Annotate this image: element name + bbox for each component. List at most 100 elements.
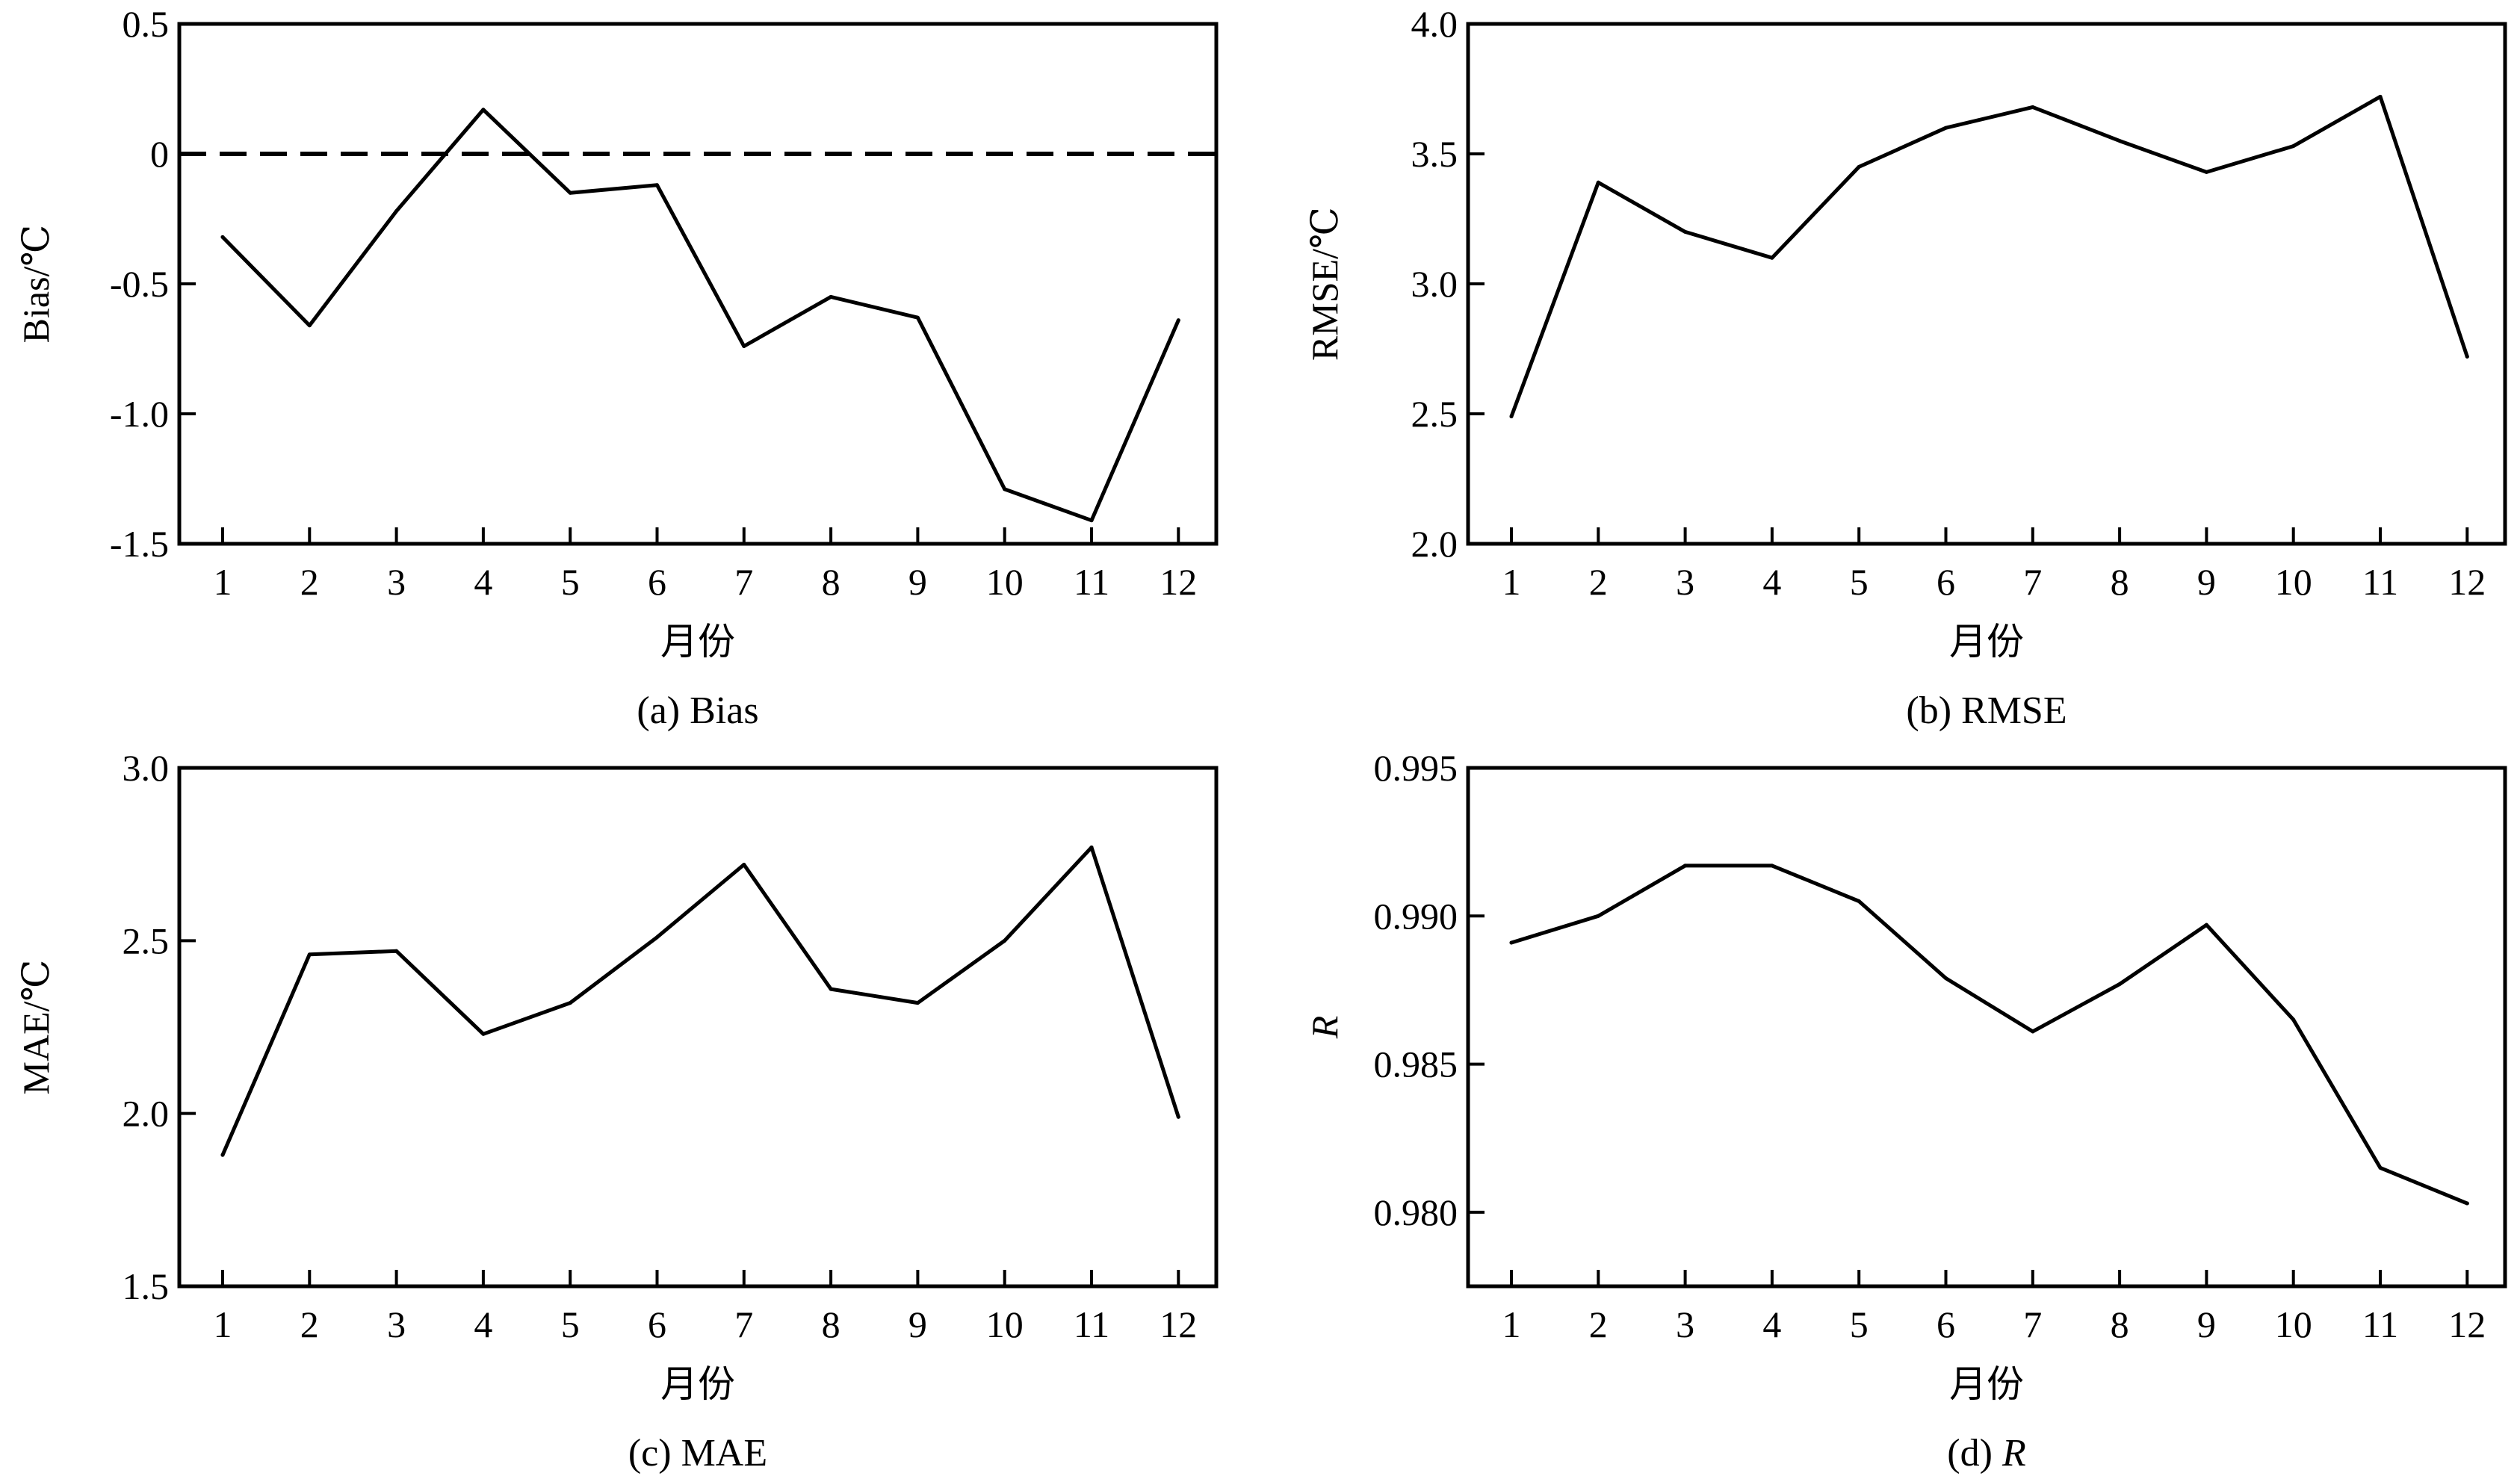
x-tick-label: 6 — [648, 561, 666, 603]
data-point — [2204, 923, 2208, 927]
x-tick-label: 12 — [1160, 561, 1197, 603]
data-point — [2031, 1029, 2035, 1034]
y-axis-title: MAE/℃ — [15, 960, 57, 1095]
y-tick-label: 1.5 — [123, 1265, 170, 1307]
y-tick-label: 2.0 — [1411, 523, 1458, 565]
data-point — [2031, 105, 2035, 109]
data-point — [481, 1032, 486, 1036]
x-tick-label: 3 — [1676, 561, 1694, 603]
x-tick-label: 11 — [1074, 1303, 1109, 1345]
y-tick-label: 4.0 — [1411, 3, 1458, 45]
x-tick-label: 5 — [561, 1303, 580, 1345]
x-tick-label: 10 — [2275, 1303, 2312, 1345]
x-tick-label: 4 — [1762, 1303, 1781, 1345]
data-point — [1089, 845, 1094, 849]
x-tick-label: 3 — [387, 1303, 406, 1345]
x-tick-label: 1 — [1502, 561, 1521, 603]
x-tick-label: 2 — [300, 1303, 319, 1345]
plot-frame — [177, 22, 1219, 546]
data-point — [915, 1001, 920, 1005]
data-point — [2378, 1165, 2383, 1170]
x-tick-label: 9 — [908, 1303, 927, 1345]
data-point — [568, 190, 572, 195]
x-tick-label: 12 — [2448, 561, 2486, 603]
series-line — [220, 108, 1180, 523]
data-point — [394, 949, 399, 953]
x-tick-label: 5 — [561, 561, 580, 603]
y-axis-title: RMSE/℃ — [1304, 207, 1346, 361]
x-tick-label: 9 — [908, 561, 927, 603]
x-tick-label: 3 — [387, 561, 406, 603]
data-point — [220, 235, 225, 239]
x-tick-label: 3 — [1676, 1303, 1694, 1345]
x-tick-label: 11 — [2362, 1303, 2398, 1345]
y-tick-label: 0.995 — [1374, 747, 1458, 789]
data-point — [1857, 164, 1861, 169]
x-tick-label: 2 — [300, 561, 319, 603]
y-tick-label: 2.5 — [123, 920, 170, 961]
series-line — [1509, 94, 2469, 418]
data-point — [2117, 982, 2122, 986]
data-point — [1596, 180, 1600, 185]
plot-frame — [1466, 766, 2507, 1289]
x-tick-label: 1 — [214, 1303, 232, 1345]
x-tick-label: 8 — [822, 1303, 840, 1345]
x-tick-label: 7 — [734, 1303, 753, 1345]
x-tick-label: 4 — [1762, 561, 1781, 603]
y-tick-label: -0.5 — [110, 263, 169, 305]
data-point — [220, 1153, 225, 1157]
data-point — [1003, 487, 1007, 492]
data-point — [2465, 354, 2469, 359]
x-tick-label: 7 — [2023, 561, 2042, 603]
y-axis-title: R — [1304, 1016, 1346, 1040]
y-tick-label: 0 — [150, 133, 169, 175]
x-tick-label: 8 — [2111, 1303, 2129, 1345]
data-point — [742, 344, 746, 349]
x-tick-label: 1 — [1502, 1303, 1521, 1345]
data-point — [394, 209, 399, 214]
data-point — [1944, 976, 1948, 981]
x-tick-label: 6 — [1937, 1303, 1955, 1345]
x-tick-label: 6 — [648, 1303, 666, 1345]
x-tick-label: 4 — [474, 1303, 492, 1345]
plot-frame — [1466, 22, 2507, 546]
data-point — [1770, 255, 1774, 260]
y-tick-label: 3.5 — [1411, 133, 1458, 175]
y-axis-title: Bias/℃ — [15, 225, 57, 344]
x-tick-label: 10 — [2275, 561, 2312, 603]
data-point — [2291, 144, 2296, 149]
y-tick-label: 0.990 — [1374, 895, 1458, 937]
data-point — [742, 863, 746, 867]
data-point — [2117, 139, 2122, 143]
data-point — [2378, 94, 2383, 99]
data-point — [1509, 940, 1514, 945]
data-point — [2291, 1017, 2296, 1022]
data-point — [829, 987, 833, 991]
x-tick-label: 10 — [986, 1303, 1024, 1345]
y-tick-label: 0.985 — [1374, 1044, 1458, 1085]
data-point — [1857, 899, 1861, 903]
series-line — [220, 845, 1180, 1157]
x-tick-label: 2 — [1589, 1303, 1608, 1345]
panel-caption: (a) Bias — [637, 689, 758, 732]
x-tick-label: 11 — [1074, 561, 1109, 603]
data-point — [568, 1001, 572, 1005]
y-tick-label: 2.5 — [1411, 393, 1458, 435]
y-tick-label: 0.980 — [1374, 1191, 1458, 1233]
x-tick-label: 7 — [2023, 1303, 2042, 1345]
x-axis-title: 月份 — [1949, 621, 2024, 663]
x-axis-title: 月份 — [660, 621, 735, 663]
y-tick-label: -1.5 — [110, 523, 169, 565]
data-point — [829, 294, 833, 299]
data-point — [2204, 170, 2208, 174]
x-tick-label: 5 — [1850, 561, 1869, 603]
x-tick-label: 12 — [1160, 1303, 1197, 1345]
x-tick-label: 4 — [474, 561, 492, 603]
data-point — [1176, 318, 1180, 323]
data-point — [1683, 229, 1688, 234]
data-point — [655, 183, 659, 187]
x-tick-label: 6 — [1937, 561, 1955, 603]
x-tick-label: 1 — [214, 561, 232, 603]
